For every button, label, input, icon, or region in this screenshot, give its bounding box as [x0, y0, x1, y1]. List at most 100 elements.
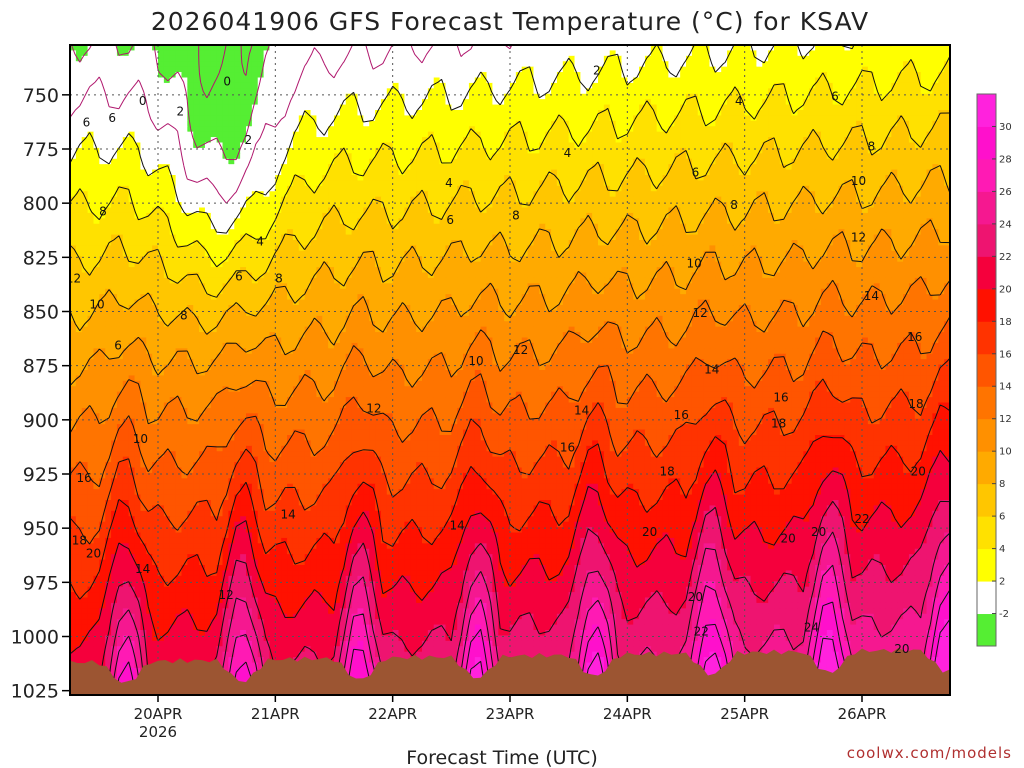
band-cell — [791, 77, 799, 84]
band-cell — [926, 55, 933, 62]
band-cell — [375, 131, 382, 138]
band-cell — [603, 66, 611, 73]
band-cell — [891, 88, 898, 95]
band-cell — [545, 61, 552, 68]
band-cell — [574, 212, 581, 219]
band-cell — [662, 126, 669, 133]
band-cell — [721, 218, 728, 225]
band-cell — [785, 196, 793, 203]
band-cell — [269, 158, 276, 165]
band-cell — [310, 99, 317, 106]
band-cell — [380, 55, 388, 62]
band-cell — [715, 72, 722, 79]
band-cell — [140, 110, 147, 117]
band-cell — [222, 55, 229, 62]
band-cell — [603, 147, 611, 154]
band-cell — [210, 207, 218, 214]
band-cell — [897, 164, 904, 171]
band-cell — [662, 207, 669, 214]
band-cell — [791, 120, 799, 127]
band-cell — [70, 164, 77, 171]
band-cell — [422, 88, 429, 95]
band-cell — [322, 115, 329, 122]
band-cell — [791, 104, 799, 111]
band-cell — [686, 82, 693, 89]
band-cell — [867, 191, 875, 198]
band-cell — [228, 45, 235, 52]
band-cell — [363, 164, 370, 171]
band-cell — [163, 191, 171, 198]
band-cell — [515, 196, 523, 203]
band-cell — [111, 72, 118, 79]
band-cell — [891, 115, 898, 122]
band-cell — [263, 88, 271, 95]
band-cell — [105, 55, 112, 62]
band-cell — [527, 142, 535, 149]
band-cell — [803, 169, 810, 176]
band-cell — [662, 185, 669, 192]
band-cell — [304, 88, 312, 95]
band-cell — [222, 50, 229, 57]
band-cell — [445, 66, 452, 73]
band-cell — [81, 212, 89, 219]
band-cell — [228, 202, 235, 209]
band-cell — [257, 223, 265, 230]
band-cell — [627, 93, 634, 100]
band-cell — [486, 207, 493, 214]
band-cell — [345, 110, 353, 117]
band-cell — [292, 88, 300, 95]
band-cell — [838, 110, 845, 117]
band-cell — [609, 82, 617, 89]
band-cell — [146, 185, 153, 192]
band-cell — [199, 120, 206, 127]
band-cell — [844, 191, 851, 198]
band-cell — [668, 88, 675, 95]
band-cell — [621, 45, 628, 52]
band-cell — [768, 147, 775, 154]
band-cell — [545, 50, 552, 57]
band-cell — [656, 55, 664, 62]
band-cell — [398, 218, 405, 225]
band-cell — [920, 50, 928, 57]
band-cell — [867, 55, 875, 62]
band-cell — [234, 191, 241, 198]
band-cell — [586, 120, 593, 127]
band-cell — [351, 218, 359, 225]
band-cell — [140, 218, 147, 225]
band-cell — [850, 137, 857, 144]
band-cell — [545, 115, 552, 122]
band-cell — [856, 137, 863, 144]
band-cell — [351, 196, 359, 203]
band-cell — [322, 126, 329, 133]
band-cell — [744, 147, 752, 154]
band-cell — [269, 207, 276, 214]
band-cell — [908, 50, 916, 57]
band-cell — [562, 126, 570, 133]
band-cell — [392, 202, 400, 209]
band-cell — [287, 158, 294, 165]
band-cell — [392, 104, 400, 111]
band-cell — [838, 158, 845, 165]
band-cell — [463, 131, 470, 138]
band-cell — [105, 66, 112, 73]
band-cell — [392, 82, 400, 89]
band-cell — [316, 147, 323, 154]
band-cell — [856, 147, 863, 154]
band-cell — [774, 82, 781, 89]
band-cell — [732, 191, 740, 198]
band-cell — [674, 137, 681, 144]
band-cell — [650, 207, 658, 214]
band-cell — [721, 191, 728, 198]
band-cell — [322, 93, 329, 100]
band-cell — [504, 104, 511, 111]
band-cell — [263, 147, 271, 154]
band-cell — [345, 126, 353, 133]
band-cell — [216, 104, 224, 111]
band-cell — [627, 207, 634, 214]
band-cell — [445, 61, 452, 68]
band-cell — [263, 66, 271, 73]
band-cell — [586, 185, 593, 192]
band-cell — [269, 55, 276, 62]
band-cell — [480, 196, 488, 203]
band-cell — [363, 212, 370, 219]
